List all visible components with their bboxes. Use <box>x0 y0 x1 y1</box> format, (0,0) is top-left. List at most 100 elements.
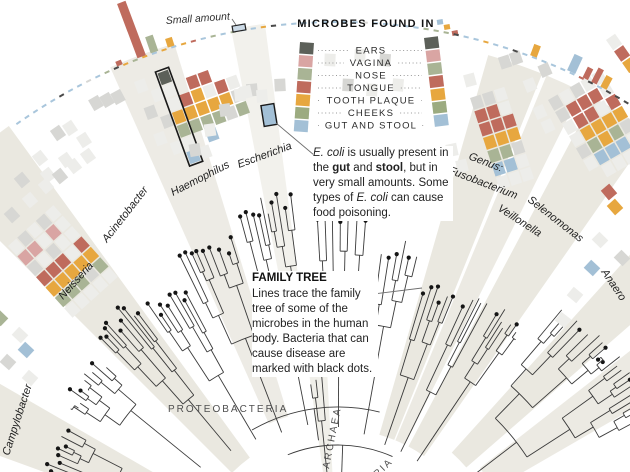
family-tree-body: Lines trace the family tree of some of t… <box>252 288 373 375</box>
rim-dash <box>113 66 120 70</box>
rim-dash <box>502 46 509 50</box>
heatmap-cell <box>612 105 629 123</box>
heatmap-cell <box>425 49 441 63</box>
rim-dash <box>122 62 129 66</box>
heatmap-cell <box>583 155 599 172</box>
rim-dash <box>161 48 167 52</box>
rim-dash <box>492 43 499 47</box>
heatmap-cell <box>157 69 173 86</box>
heatmap-cell <box>75 131 93 149</box>
heatmap-cell <box>21 369 39 387</box>
heatmap-cell <box>274 78 286 92</box>
heatmap-cell <box>190 87 206 103</box>
heatmap-cell <box>36 251 53 268</box>
clade-wedge <box>0 383 153 472</box>
heatmap-cell <box>11 326 29 344</box>
heatmap-cell <box>515 153 530 169</box>
heatmap-cell <box>502 113 517 129</box>
rim-dash <box>443 31 449 35</box>
heatmap-cell <box>600 160 617 178</box>
rim-dash <box>331 20 338 24</box>
heatmap-cell <box>499 143 514 160</box>
heatmap-cell <box>537 62 553 78</box>
rim-dash <box>280 23 287 26</box>
heatmap-cell <box>562 118 578 136</box>
heatmap-cell <box>606 198 624 216</box>
heatmap-cell <box>188 142 202 158</box>
heatmap-cell <box>498 100 513 116</box>
ecoli-note-text: , but in very small amounts. Some types … <box>313 162 449 204</box>
ecoli-note-bold-gut: gut <box>332 162 351 174</box>
heatmap-cell <box>17 341 35 359</box>
rim-dash <box>605 89 612 95</box>
small-amount-pointer <box>231 18 237 26</box>
ecoli-note-text: and <box>350 162 376 174</box>
rim-dash <box>596 85 603 90</box>
rim-dash <box>250 27 256 30</box>
heatmap-cell <box>601 112 618 129</box>
clade-highlight-wedges <box>0 23 630 472</box>
rim-dash <box>180 42 187 46</box>
ecoli-pointer <box>275 122 315 156</box>
heatmap-cell <box>45 205 62 222</box>
rim-dash <box>352 21 358 24</box>
heatmap-cell <box>586 136 603 154</box>
heatmap-cell <box>506 126 522 143</box>
heatmap-cell <box>548 94 564 111</box>
heatmap-cell <box>64 263 81 281</box>
heatmap-cell <box>511 140 526 156</box>
heatmap-cell <box>239 84 253 100</box>
clade-label-bacteria: BACTERIA <box>340 456 395 472</box>
abundance-bar <box>115 59 123 67</box>
heatmap-cell <box>583 259 601 277</box>
heatmap-cell <box>622 56 630 74</box>
heatmap-cell <box>51 167 69 185</box>
heatmap-cell <box>225 74 241 91</box>
heatmap-cell <box>110 88 126 106</box>
rim-dash <box>423 27 429 31</box>
heatmap-cell <box>82 246 100 264</box>
heatmap-cell <box>600 183 618 201</box>
heatmap-cell <box>565 100 582 117</box>
rim-dash <box>200 36 207 41</box>
family-tree-heading: FAMILY TREE <box>252 272 327 284</box>
heatmap-cell <box>593 148 610 166</box>
heatmap-cell <box>167 95 182 112</box>
heatmap-cell <box>37 177 55 195</box>
heatmap-cell <box>508 50 524 66</box>
heatmap-cell <box>590 118 607 135</box>
legend-site-label: TONGUE <box>347 83 395 94</box>
legend-site-label: CHEEKS <box>348 108 394 119</box>
clade-wedge <box>0 125 250 472</box>
heatmap-cell <box>519 166 535 183</box>
ecoli-annotation: E. coli is usually present in the gut an… <box>313 146 453 221</box>
rim-dash <box>453 33 459 37</box>
heatmap-cell <box>21 191 39 209</box>
heatmap-cell <box>455 158 469 174</box>
ecoli-note-italic: E. coli <box>356 192 388 204</box>
heatmap-cell <box>214 78 229 95</box>
outer-abundance-rim <box>15 0 629 126</box>
heatmap-cell <box>294 106 310 120</box>
heatmap-cell <box>35 232 53 249</box>
heatmap-cell <box>611 154 628 172</box>
heatmap-cell <box>73 236 90 254</box>
heatmap-cell <box>522 77 538 93</box>
rim-dash <box>473 37 479 41</box>
rim-dash <box>342 21 348 24</box>
rim-dash <box>170 45 177 49</box>
rim-dash <box>614 94 621 100</box>
heatmap-cell <box>92 275 109 293</box>
heatmap-cell <box>99 91 115 109</box>
heatmap-cell <box>486 104 501 120</box>
heatmap-cell <box>604 142 621 159</box>
highlighted-species-column <box>154 66 204 168</box>
heatmap-cell <box>235 100 250 117</box>
heatmap-cell <box>354 48 366 62</box>
heatmap-cell <box>427 62 443 76</box>
heatmap-cell <box>255 89 269 103</box>
rim-dash <box>220 32 226 36</box>
heatmap-cell <box>366 83 378 97</box>
heatmap-cell <box>61 119 79 137</box>
